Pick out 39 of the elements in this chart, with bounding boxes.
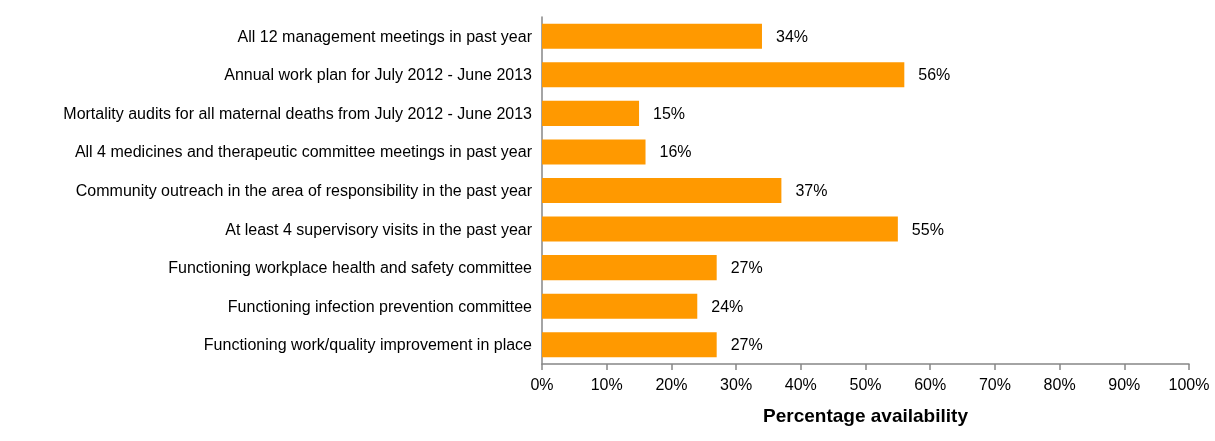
x-tick-label: 30% (720, 375, 753, 393)
y-tick-label: Functioning workplace health and safety committee (168, 259, 533, 277)
data-label: 55% (911, 220, 944, 238)
bar (542, 23, 762, 49)
bar (542, 255, 717, 281)
data-label: 56% (918, 66, 951, 84)
y-tick-label: Annual work plan for July 2012 - June 2013 (224, 66, 533, 84)
x-tick-label: 40% (784, 375, 817, 393)
y-tick-label: All 4 medicines and therapeutic committee meetings in past year (74, 143, 533, 161)
x-tick-label: 60% (914, 375, 947, 393)
bar (542, 332, 717, 358)
data-label: 34% (775, 27, 809, 45)
bar (542, 216, 898, 242)
bar (542, 62, 905, 88)
x-tick-label: 10% (590, 375, 623, 393)
x-tick-label: 70% (978, 375, 1011, 393)
bar (542, 177, 782, 204)
data-label: 37% (795, 182, 828, 199)
data-label: 24% (711, 297, 744, 315)
y-tick-label: Mortality audits for all maternal deaths from July 2012 - June 2013 (63, 104, 533, 122)
y-tick-label: At least 4 supervisory visits in the past year (225, 220, 533, 238)
y-tick-label: Community outreach in the area of responsibility in the past year (75, 182, 533, 199)
x-tick-label: 50% (849, 375, 882, 393)
bar (542, 139, 646, 165)
bar (542, 100, 640, 126)
y-tick-label: All 12 management meetings in past year (237, 27, 533, 45)
bar (542, 293, 698, 319)
x-tick-label: 90% (1108, 375, 1141, 393)
x-axis-title: Percentage availability (763, 405, 969, 426)
data-label: 15% (653, 104, 686, 122)
data-label: 27% (730, 336, 763, 354)
x-tick-label: 0% (530, 375, 554, 393)
x-tick-label: 20% (655, 375, 688, 393)
y-tick-label: Functioning infection prevention committee (227, 297, 533, 315)
y-tick-label: Functioning work/quality improvement in place (203, 336, 533, 354)
data-label: 16% (659, 143, 692, 161)
x-tick-label: 80% (1043, 375, 1076, 393)
x-tick-label: 100% (1168, 375, 1210, 393)
data-label: 27% (730, 259, 763, 277)
